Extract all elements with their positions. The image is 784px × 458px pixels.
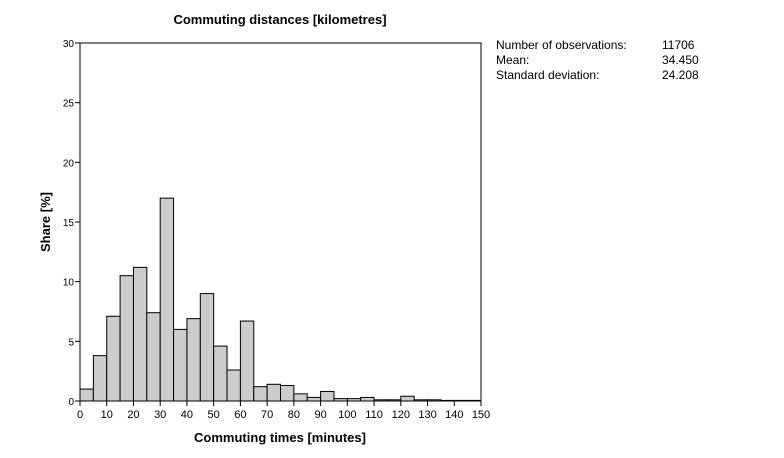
y-tick-label: 30 [63, 39, 75, 50]
bars-group [79, 197, 482, 402]
x-tick-label: 40 [181, 409, 193, 421]
y-axis-ticks: 0 5 10 15 20 25 30 [63, 39, 80, 408]
histogram-bar [186, 318, 201, 402]
summary-statistics: Number of observations: 11706 Mean: 34.4… [496, 38, 699, 83]
histogram-bar [293, 393, 308, 402]
sd-label: Standard deviation: [496, 68, 600, 82]
x-tick-label: 10 [101, 409, 113, 421]
histogram-bar [173, 328, 188, 402]
observations-value: 11706 [662, 38, 695, 52]
histogram-bar [119, 275, 134, 402]
x-tick-label: 70 [261, 409, 273, 421]
x-tick-label: 130 [418, 409, 436, 421]
histogram-bar [360, 396, 375, 402]
y-tick-label: 20 [63, 158, 75, 169]
histogram-bar [253, 386, 268, 402]
x-tick-label: 110 [365, 409, 383, 421]
stat-row-observations: Number of observations: 11706 [496, 38, 699, 53]
x-tick-label: 120 [392, 409, 410, 421]
stat-row-sd: Standard deviation: 24.208 [496, 68, 699, 83]
histogram-bar [159, 197, 175, 402]
x-tick-label: 80 [288, 409, 300, 421]
histogram-bar [400, 395, 415, 402]
x-tick-label: 30 [154, 409, 166, 421]
histogram-bar [266, 383, 281, 402]
mean-label: Mean: [496, 53, 530, 67]
x-tick-label: 50 [208, 409, 220, 421]
chart-title: Commuting distances [kilometres] [173, 12, 386, 27]
x-tick-label: 150 [472, 409, 490, 421]
x-axis-ticks: 0 10 20 30 40 50 60 70 80 90 100 110 120 130 140 150 [77, 401, 490, 421]
histogram-bar [199, 293, 215, 402]
histogram-bar [320, 390, 335, 402]
histogram-bar [106, 315, 121, 402]
histogram-bar [213, 345, 228, 402]
y-tick-label: 5 [68, 337, 74, 348]
histogram-bar [132, 266, 148, 402]
histogram-bar [280, 384, 295, 402]
histogram-bar [146, 312, 161, 402]
x-tick-label: 140 [445, 409, 463, 421]
y-tick-label: 0 [68, 397, 74, 408]
stat-row-mean: Mean: 34.450 [496, 53, 699, 68]
mean-value: 34.450 [662, 53, 699, 67]
x-tick-label: 100 [338, 409, 356, 421]
x-axis-title: Commuting times [minutes] [194, 430, 366, 445]
histogram-bar [79, 388, 94, 402]
y-tick-label: 15 [63, 218, 75, 229]
sd-value: 24.208 [662, 68, 699, 82]
histogram-bar [92, 355, 108, 402]
histogram-bar [226, 369, 241, 402]
y-tick-label: 25 [63, 99, 75, 110]
histogram-bar [239, 320, 255, 402]
y-axis-title: Share [%] [38, 192, 53, 252]
observations-label: Number of observations: [496, 38, 627, 52]
histogram-bar [306, 396, 322, 402]
x-tick-label: 20 [127, 409, 139, 421]
x-tick-label: 0 [77, 409, 83, 421]
x-tick-label: 90 [314, 409, 326, 421]
y-tick-label: 10 [63, 278, 75, 289]
x-tick-label: 60 [234, 409, 246, 421]
